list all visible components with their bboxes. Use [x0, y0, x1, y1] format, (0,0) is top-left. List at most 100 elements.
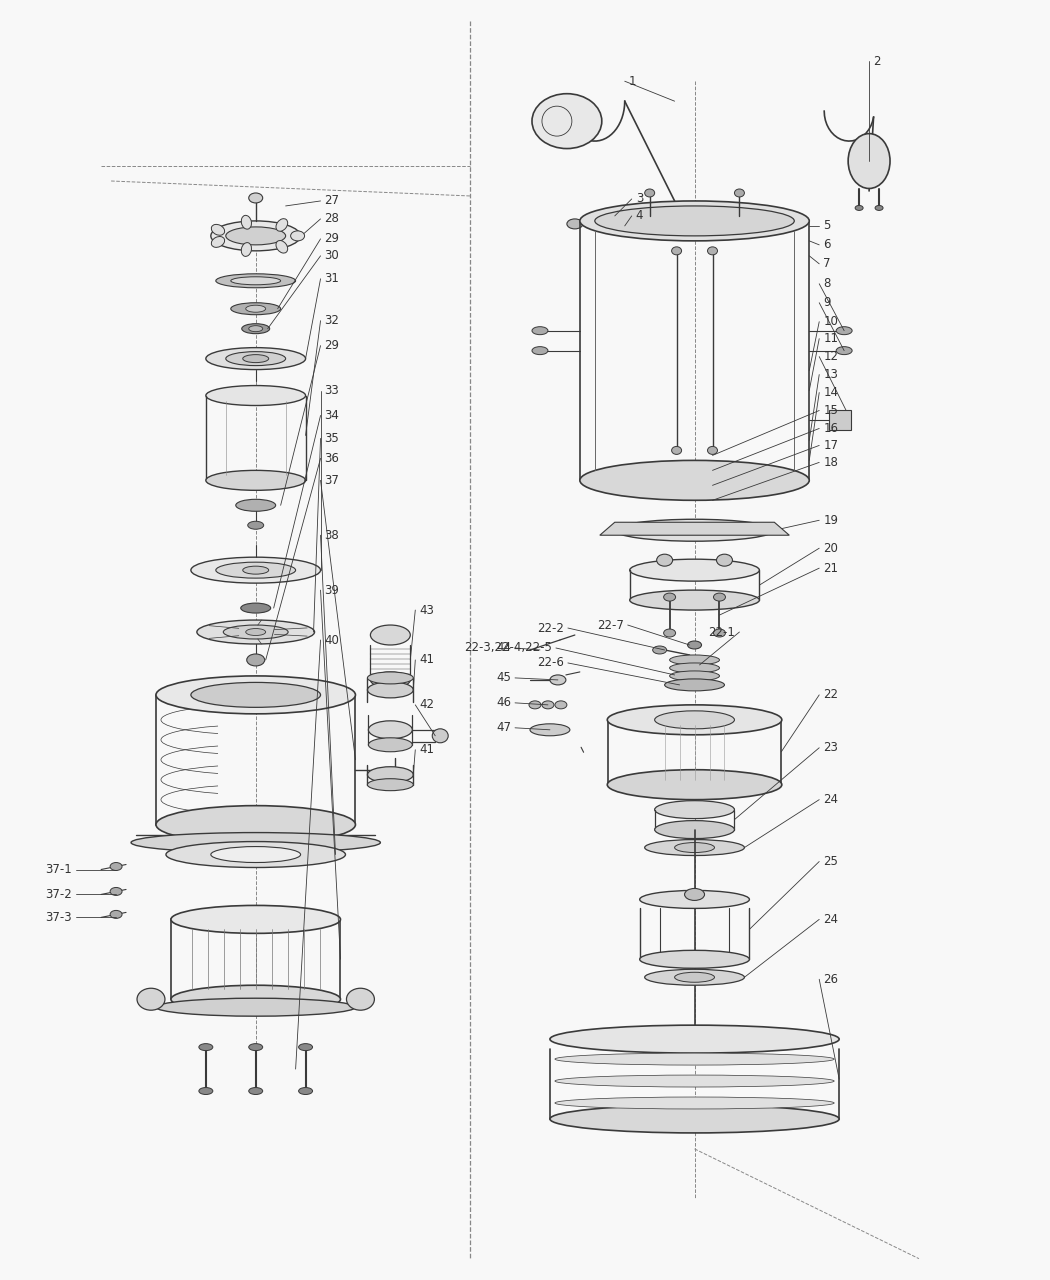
- Ellipse shape: [654, 801, 734, 819]
- Ellipse shape: [836, 326, 853, 334]
- Ellipse shape: [298, 1088, 313, 1094]
- Text: 21: 21: [823, 562, 838, 575]
- Ellipse shape: [211, 224, 225, 236]
- Ellipse shape: [156, 805, 356, 844]
- Text: 34: 34: [324, 410, 339, 422]
- Ellipse shape: [550, 1105, 839, 1133]
- Ellipse shape: [231, 303, 280, 315]
- Ellipse shape: [639, 950, 750, 968]
- Ellipse shape: [665, 678, 724, 691]
- Ellipse shape: [529, 701, 541, 709]
- Text: 22-7: 22-7: [596, 618, 624, 631]
- Ellipse shape: [249, 1043, 262, 1051]
- Ellipse shape: [836, 347, 853, 355]
- Ellipse shape: [226, 352, 286, 366]
- Text: 15: 15: [823, 404, 838, 417]
- Ellipse shape: [196, 620, 315, 644]
- Text: 28: 28: [324, 212, 339, 225]
- Ellipse shape: [554, 1053, 834, 1065]
- Text: 18: 18: [823, 456, 838, 468]
- Ellipse shape: [236, 499, 276, 511]
- Ellipse shape: [550, 1025, 839, 1053]
- Text: 24: 24: [823, 913, 838, 925]
- Ellipse shape: [226, 227, 286, 244]
- Ellipse shape: [433, 728, 448, 742]
- Ellipse shape: [542, 701, 554, 709]
- Text: 25: 25: [823, 855, 838, 868]
- Ellipse shape: [131, 832, 380, 852]
- Ellipse shape: [550, 675, 566, 685]
- Ellipse shape: [156, 676, 356, 714]
- Ellipse shape: [166, 841, 345, 868]
- Ellipse shape: [138, 988, 165, 1010]
- Text: 17: 17: [823, 439, 838, 452]
- Ellipse shape: [198, 1043, 213, 1051]
- Ellipse shape: [110, 863, 122, 870]
- Text: 47: 47: [496, 722, 511, 735]
- Text: 37-1: 37-1: [45, 863, 72, 876]
- Text: 19: 19: [823, 513, 838, 527]
- Ellipse shape: [630, 559, 759, 581]
- Ellipse shape: [604, 209, 626, 223]
- Text: 16: 16: [823, 422, 838, 435]
- Ellipse shape: [607, 769, 782, 800]
- Ellipse shape: [243, 566, 269, 575]
- Ellipse shape: [674, 973, 714, 982]
- Text: 42: 42: [419, 699, 435, 712]
- Text: 23: 23: [823, 741, 838, 754]
- Text: 22-1: 22-1: [709, 626, 735, 639]
- Ellipse shape: [249, 193, 262, 204]
- Text: 6: 6: [823, 238, 831, 251]
- Ellipse shape: [291, 230, 304, 241]
- Ellipse shape: [685, 888, 705, 900]
- Text: 36: 36: [324, 452, 339, 465]
- Ellipse shape: [211, 237, 225, 247]
- Text: 26: 26: [823, 973, 838, 986]
- Text: 13: 13: [823, 369, 838, 381]
- Text: 22-2: 22-2: [537, 622, 564, 635]
- Text: 9: 9: [823, 296, 831, 310]
- Ellipse shape: [216, 562, 296, 579]
- Ellipse shape: [371, 672, 411, 687]
- Ellipse shape: [604, 220, 615, 228]
- Ellipse shape: [248, 521, 264, 529]
- Text: 29: 29: [324, 339, 339, 352]
- Ellipse shape: [346, 988, 375, 1010]
- Ellipse shape: [670, 663, 719, 673]
- Text: 14: 14: [823, 387, 838, 399]
- Ellipse shape: [246, 628, 266, 635]
- Ellipse shape: [110, 887, 122, 896]
- Text: 8: 8: [823, 278, 831, 291]
- Text: 46: 46: [496, 696, 511, 709]
- Ellipse shape: [368, 682, 414, 698]
- Ellipse shape: [368, 767, 414, 782]
- Ellipse shape: [191, 557, 320, 584]
- Ellipse shape: [276, 241, 288, 253]
- Polygon shape: [600, 522, 790, 535]
- Ellipse shape: [206, 348, 306, 370]
- Text: 24: 24: [823, 794, 838, 806]
- Ellipse shape: [369, 721, 413, 739]
- Ellipse shape: [670, 671, 719, 681]
- Text: 12: 12: [823, 351, 838, 364]
- Text: 37: 37: [324, 474, 339, 486]
- Ellipse shape: [276, 219, 288, 232]
- Ellipse shape: [240, 603, 271, 613]
- Ellipse shape: [645, 840, 744, 855]
- Ellipse shape: [246, 305, 266, 312]
- Text: 20: 20: [823, 541, 838, 554]
- Ellipse shape: [664, 593, 675, 602]
- Ellipse shape: [242, 324, 270, 334]
- Ellipse shape: [630, 590, 759, 611]
- Ellipse shape: [532, 93, 602, 148]
- Ellipse shape: [242, 215, 252, 229]
- Ellipse shape: [242, 243, 252, 256]
- Ellipse shape: [530, 723, 570, 736]
- Ellipse shape: [656, 554, 673, 566]
- Ellipse shape: [231, 276, 280, 284]
- Ellipse shape: [855, 206, 863, 210]
- Ellipse shape: [554, 1075, 834, 1087]
- Text: 35: 35: [324, 431, 339, 445]
- Text: 41: 41: [419, 744, 435, 756]
- Ellipse shape: [110, 910, 122, 918]
